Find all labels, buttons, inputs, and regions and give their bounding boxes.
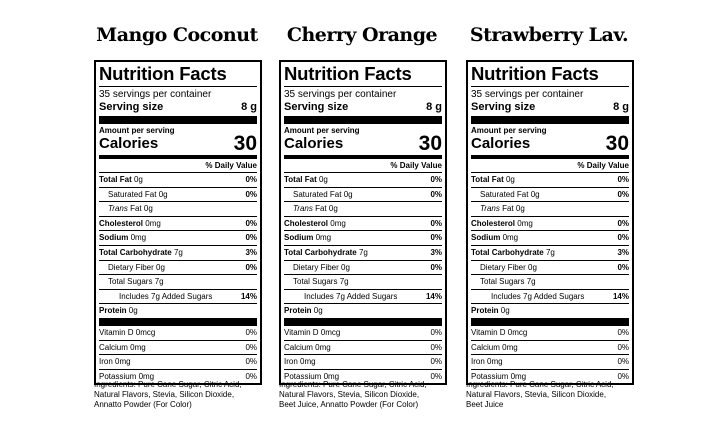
protein-row: Protein 0g [471,306,510,316]
calcium-row: Calcium 0mg 0% [284,341,442,356]
total-carbohydrate-row: Total Carbohydrate 7g 3% [284,246,442,261]
calories-value: 30 [233,132,257,155]
serving-size-value: 8 g [241,101,257,113]
divider-thick [99,317,257,326]
dietary-fiber-row: Dietary Fiber 0g 0% [284,261,442,276]
trans-fat-row: Trans Fat 0g [99,202,257,217]
divider-thick [284,116,442,124]
iron-row: Iron 0mg 0% [99,355,257,370]
vitamin-d-row: Vitamin D 0mcg 0% [284,326,442,341]
flavor-title: Strawberry Lav. [469,24,629,46]
calories-label: Calories [471,135,531,152]
calories-label: Calories [99,135,159,152]
saturated-fat-row: Saturated Fat 0g 0% [471,188,629,203]
dietary-fiber-row: Dietary Fiber 0g 0% [99,261,257,276]
total-fat-row: Total Fat 0g 0% [471,173,629,188]
serving-size-label: Serving size [99,101,164,113]
ingredients-text: Ingredients: Pure Cane Sugar, Citric Aci… [279,380,427,409]
nutrition-facts-panel: Nutrition Facts 35 servings per containe… [466,60,634,386]
divider-thick [471,317,629,326]
amount-per-serving: Amount per serving [284,126,360,135]
calcium-row: Calcium 0mg 0% [99,341,257,356]
dietary-fiber-row: Dietary Fiber 0g 0% [471,261,629,276]
calories-label: Calories [284,135,344,152]
vitamin-d-row: Vitamin D 0mcg 0% [471,326,629,341]
protein-row: Protein 0g [99,306,138,316]
protein-row: Protein 0g [284,306,323,316]
nutrition-facts-panel: Nutrition Facts 35 servings per containe… [94,60,262,386]
added-sugars-row: Includes 7g Added Sugars 14% [471,290,629,305]
divider-medium [471,155,629,159]
calories-row: Calories 30 [99,132,257,155]
servings-per-container: 35 servings per container [99,89,212,100]
amount-per-serving: Amount per serving [99,126,175,135]
flavor-title: Mango Coconut [96,24,258,46]
servings-per-container: 35 servings per container [471,89,584,100]
divider-thick [471,116,629,124]
divider-medium [99,155,257,159]
panel-title: Nutrition Facts [471,63,629,87]
cholesterol-row: Cholesterol 0mg 0% [99,217,257,232]
sodium-row: Sodium 0mg 0% [284,231,442,246]
potassium-row: Potassium 0mg 0% [471,371,629,381]
flavor-title: Cherry Orange [286,24,438,46]
vitamin-d-row: Vitamin D 0mcg 0% [99,326,257,341]
total-sugars-row: Total Sugars 7g [99,275,257,290]
total-carbohydrate-row: Total Carbohydrate 7g 3% [99,246,257,261]
added-sugars-row: Includes 7g Added Sugars 14% [99,290,257,305]
sodium-row: Sodium 0mg 0% [99,231,257,246]
daily-value-header: % Daily Value [99,159,257,173]
calcium-row: Calcium 0mg 0% [471,341,629,356]
nutrition-facts-panel: Nutrition Facts 35 servings per containe… [279,60,447,386]
potassium-row: Potassium 0mg 0% [99,371,257,381]
serving-size-row: Serving size 8 g [284,101,442,114]
serving-size-value: 8 g [613,101,629,113]
iron-row: Iron 0mg 0% [284,355,442,370]
total-sugars-row: Total Sugars 7g [471,275,629,290]
ingredients-text: Ingredients: Pure Cane Sugar, Citric Aci… [466,380,614,409]
serving-size-label: Serving size [471,101,536,113]
serving-size-row: Serving size 8 g [471,101,629,114]
saturated-fat-row: Saturated Fat 0g 0% [284,188,442,203]
iron-row: Iron 0mg 0% [471,355,629,370]
daily-value-header: % Daily Value [284,159,442,173]
sodium-row: Sodium 0mg 0% [471,231,629,246]
serving-size-value: 8 g [426,101,442,113]
calories-row: Calories 30 [471,132,629,155]
calories-value: 30 [418,132,442,155]
serving-size-row: Serving size 8 g [99,101,257,114]
trans-fat-row: Trans Fat 0g [284,202,442,217]
total-sugars-row: Total Sugars 7g [284,275,442,290]
ingredients-text: Ingredients: Pure Cane Sugar, Citric Aci… [94,380,242,409]
saturated-fat-row: Saturated Fat 0g 0% [99,188,257,203]
calories-value: 30 [605,132,629,155]
potassium-row: Potassium 0mg 0% [284,371,442,381]
cholesterol-row: Cholesterol 0mg 0% [471,217,629,232]
total-fat-row: Total Fat 0g 0% [284,173,442,188]
calories-row: Calories 30 [284,132,442,155]
servings-per-container: 35 servings per container [284,89,397,100]
total-carbohydrate-row: Total Carbohydrate 7g 3% [471,246,629,261]
trans-fat-row: Trans Fat 0g [471,202,629,217]
divider-medium [284,155,442,159]
cholesterol-row: Cholesterol 0mg 0% [284,217,442,232]
amount-per-serving: Amount per serving [471,126,547,135]
panel-title: Nutrition Facts [99,63,257,87]
daily-value-header: % Daily Value [471,159,629,173]
added-sugars-row: Includes 7g Added Sugars 14% [284,290,442,305]
panel-title: Nutrition Facts [284,63,442,87]
total-fat-row: Total Fat 0g 0% [99,173,257,188]
serving-size-label: Serving size [284,101,349,113]
divider-thick [99,116,257,124]
divider-thick [284,317,442,326]
